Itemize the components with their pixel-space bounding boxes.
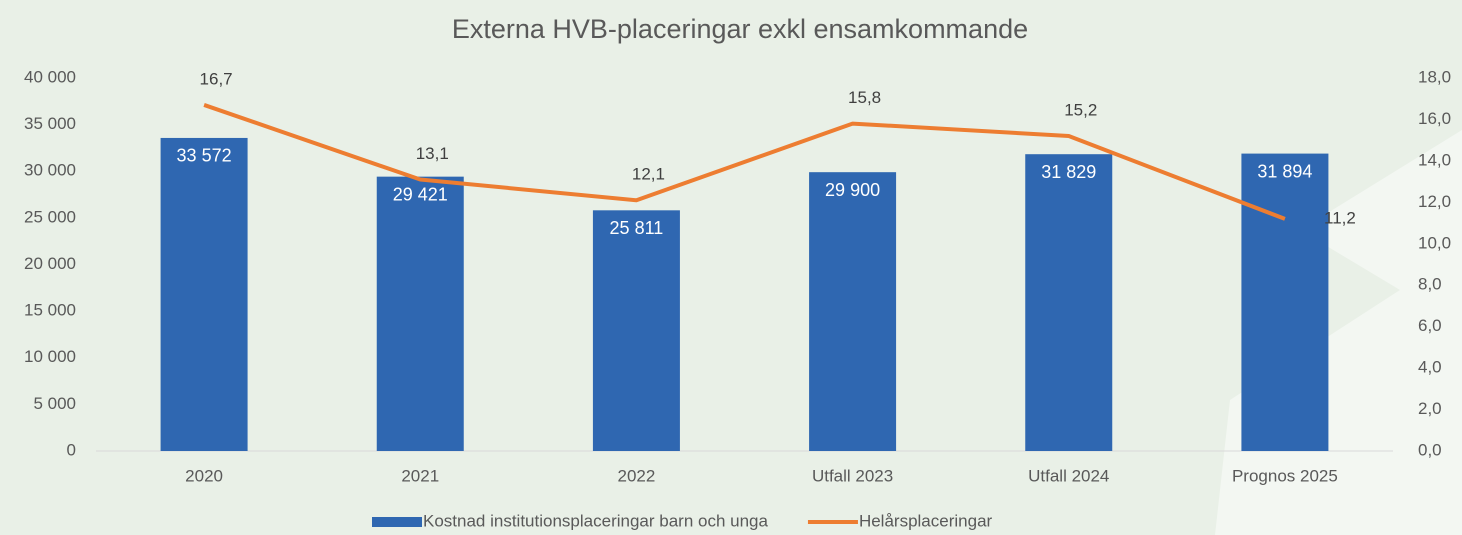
line-value-label: 13,1 <box>416 144 449 163</box>
x-tick-label: Utfall 2024 <box>1028 466 1109 485</box>
y-tick-label: 5 000 <box>33 394 76 413</box>
line-value-label: 12,1 <box>632 165 665 184</box>
y-tick-label: 0 <box>67 440 76 459</box>
x-tick-label: Utfall 2023 <box>812 466 893 485</box>
legend-label: Kostnad institutionsplaceringar barn och… <box>423 511 768 530</box>
bar <box>161 138 248 451</box>
bar-value-label: 31 829 <box>1041 162 1096 182</box>
bar <box>593 210 680 451</box>
y-tick-label: 35 000 <box>24 114 76 133</box>
y2-tick-label: 12,0 <box>1418 192 1451 211</box>
page: {"chart_data": {"type": "bar", "title": … <box>0 0 1462 535</box>
y2-tick-label: 2,0 <box>1418 399 1442 418</box>
legend-label: Helårsplaceringar <box>859 511 993 530</box>
y-tick-label: 40 000 <box>24 67 76 86</box>
line-value-label: 15,2 <box>1064 101 1097 120</box>
bar <box>1241 154 1328 451</box>
bar <box>377 177 464 451</box>
y2-tick-label: 18,0 <box>1418 67 1451 86</box>
y-tick-label: 25 000 <box>24 207 76 226</box>
y2-tick-label: 0,0 <box>1418 440 1442 459</box>
line-value-label: 16,7 <box>200 69 233 88</box>
y2-tick-label: 4,0 <box>1418 358 1442 377</box>
y-tick-label: 10 000 <box>24 347 76 366</box>
y2-tick-label: 6,0 <box>1418 316 1442 335</box>
x-tick-label: 2022 <box>618 466 656 485</box>
y-tick-label: 20 000 <box>24 254 76 273</box>
line-value-label: 11,2 <box>1324 208 1356 227</box>
bar-value-label: 31 894 <box>1257 161 1312 181</box>
x-tick-label: 2020 <box>185 466 223 485</box>
bar <box>1025 154 1112 451</box>
y-tick-label: 15 000 <box>24 301 76 320</box>
chart: Externa HVB-placeringar exkl ensamkomman… <box>0 0 1462 535</box>
y2-tick-label: 10,0 <box>1418 233 1451 252</box>
chart-title: Externa HVB-placeringar exkl ensamkomman… <box>452 14 1028 44</box>
bar-value-label: 29 421 <box>393 184 448 204</box>
y2-tick-label: 16,0 <box>1418 109 1451 128</box>
bar <box>809 172 896 451</box>
x-tick-label: Prognos 2025 <box>1232 466 1338 485</box>
y2-tick-label: 14,0 <box>1418 150 1451 169</box>
bar-value-label: 25 811 <box>610 218 664 238</box>
bar-value-label: 33 572 <box>177 146 232 166</box>
legend-swatch <box>372 517 422 527</box>
line <box>204 105 1285 219</box>
x-tick-label: 2021 <box>401 466 439 485</box>
y-tick-label: 30 000 <box>24 161 76 180</box>
bar-value-label: 29 900 <box>825 180 880 200</box>
y2-tick-label: 8,0 <box>1418 275 1442 294</box>
line-value-label: 15,8 <box>848 88 881 107</box>
